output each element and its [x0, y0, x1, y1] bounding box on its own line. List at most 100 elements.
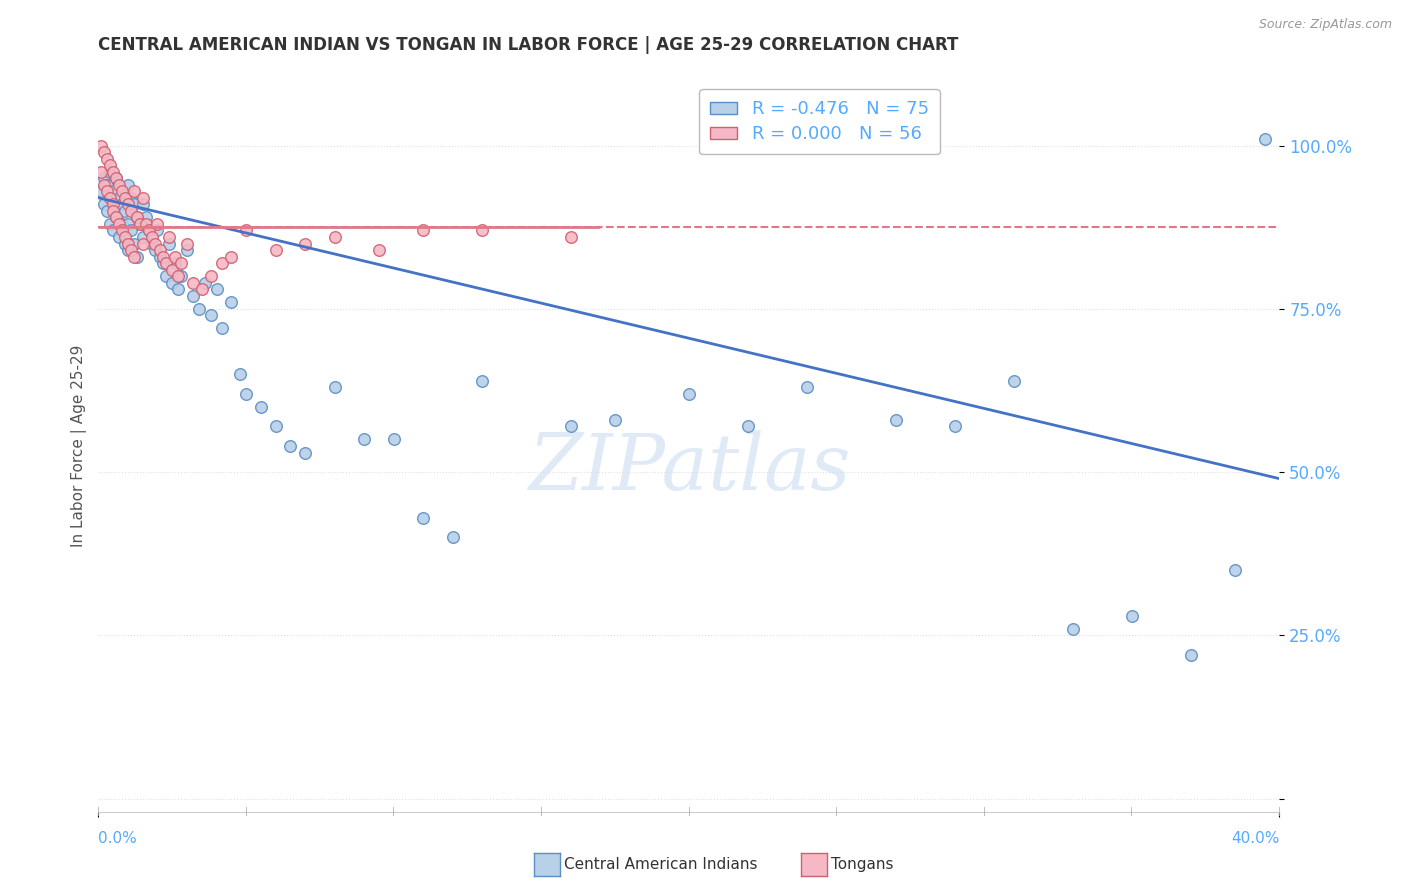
Text: |: |	[540, 806, 543, 815]
Point	[125, 250, 148, 264]
Point	[132, 236, 155, 251]
Point	[149, 243, 172, 257]
Point	[1223, 563, 1246, 577]
Point	[135, 211, 157, 225]
Point	[353, 433, 375, 447]
Point	[105, 211, 128, 225]
Point	[162, 262, 183, 277]
Point	[250, 400, 273, 414]
Point	[128, 217, 150, 231]
Point	[229, 367, 252, 381]
Text: Source: ZipAtlas.com: Source: ZipAtlas.com	[1258, 18, 1392, 31]
Point	[560, 419, 582, 434]
Point	[170, 256, 193, 270]
Point	[141, 236, 163, 251]
Point	[117, 243, 139, 257]
Point	[155, 256, 177, 270]
Point	[200, 309, 222, 323]
Point	[235, 223, 257, 237]
Point	[114, 236, 136, 251]
Text: |: |	[97, 806, 100, 815]
Point	[152, 250, 174, 264]
Point	[98, 191, 121, 205]
Point	[412, 223, 434, 237]
Point	[98, 217, 121, 231]
Point	[323, 380, 346, 394]
Point	[294, 236, 316, 251]
Point	[103, 197, 125, 211]
Point	[187, 301, 209, 316]
Point	[108, 191, 131, 205]
Point	[146, 217, 169, 231]
Point	[181, 276, 204, 290]
Point	[211, 321, 233, 335]
Text: |: |	[1130, 806, 1133, 815]
Point	[219, 295, 242, 310]
Point	[108, 178, 131, 192]
Point	[108, 230, 131, 244]
Point	[135, 217, 157, 231]
Point	[146, 223, 169, 237]
Point	[471, 223, 494, 237]
Text: 40.0%: 40.0%	[1232, 831, 1279, 846]
Point	[98, 165, 121, 179]
Point	[194, 276, 217, 290]
Point	[117, 217, 139, 231]
Point	[157, 230, 180, 244]
Point	[368, 243, 391, 257]
Text: |: |	[1278, 806, 1281, 815]
Point	[138, 223, 160, 237]
Text: |: |	[392, 806, 395, 815]
Point	[143, 236, 166, 251]
Point	[678, 386, 700, 401]
Text: |: |	[983, 806, 986, 815]
Text: |: |	[245, 806, 247, 815]
Point	[382, 433, 405, 447]
Point	[211, 256, 233, 270]
Legend: R = -0.476   N = 75, R = 0.000   N = 56: R = -0.476 N = 75, R = 0.000 N = 56	[699, 89, 939, 154]
Point	[294, 445, 316, 459]
Text: 0.0%: 0.0%	[98, 831, 138, 846]
Point	[120, 191, 142, 205]
Point	[117, 197, 139, 211]
Point	[152, 256, 174, 270]
Point	[111, 223, 134, 237]
Point	[149, 250, 172, 264]
Point	[1180, 648, 1202, 662]
Point	[105, 171, 128, 186]
Point	[111, 197, 134, 211]
Point	[235, 386, 257, 401]
Point	[103, 203, 125, 218]
Point	[93, 145, 115, 160]
Point	[441, 530, 464, 544]
Point	[96, 203, 118, 218]
Point	[1121, 608, 1143, 623]
Point	[170, 269, 193, 284]
Point	[114, 203, 136, 218]
Point	[162, 276, 183, 290]
Point	[471, 374, 494, 388]
Point	[120, 203, 142, 218]
Point	[114, 191, 136, 205]
Point	[90, 184, 112, 198]
Point	[132, 230, 155, 244]
Point	[111, 217, 134, 231]
Point	[560, 230, 582, 244]
Point	[176, 236, 198, 251]
Point	[1002, 374, 1025, 388]
Point	[103, 223, 125, 237]
Text: CENTRAL AMERICAN INDIAN VS TONGAN IN LABOR FORCE | AGE 25-29 CORRELATION CHART: CENTRAL AMERICAN INDIAN VS TONGAN IN LAB…	[98, 36, 959, 54]
Point	[122, 236, 145, 251]
Point	[96, 178, 118, 192]
Point	[219, 250, 242, 264]
Point	[105, 171, 128, 186]
Point	[122, 184, 145, 198]
Point	[155, 269, 177, 284]
Point	[143, 243, 166, 257]
Point	[138, 223, 160, 237]
Point	[103, 184, 125, 198]
Point	[114, 230, 136, 244]
Point	[93, 171, 115, 186]
Point	[128, 217, 150, 231]
Point	[90, 165, 112, 179]
